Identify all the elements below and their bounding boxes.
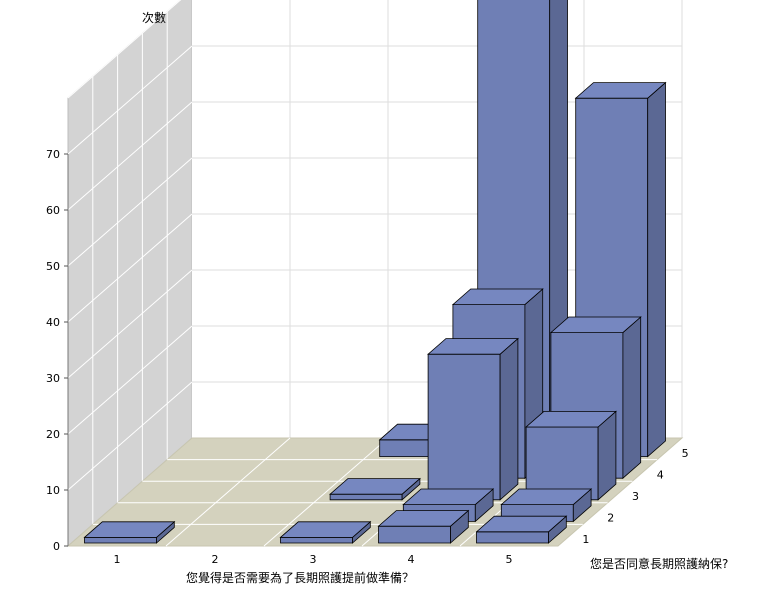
bar-front bbox=[84, 537, 157, 544]
y-axis-title: 次數 bbox=[142, 11, 166, 25]
wall-gridline bbox=[67, 269, 193, 379]
bars bbox=[83, 0, 667, 544]
y-tick-label: 50 bbox=[46, 260, 60, 273]
z-tick-label: 4 bbox=[657, 468, 664, 481]
bar-top bbox=[83, 521, 176, 538]
bar-top bbox=[475, 515, 568, 533]
y-tick-label: 60 bbox=[46, 204, 60, 217]
z-tick-label: 3 bbox=[632, 490, 639, 503]
x-tick-label: 5 bbox=[506, 553, 513, 566]
bar-side bbox=[499, 337, 519, 501]
y-tick-label: 10 bbox=[46, 484, 60, 497]
y-tick-label: 20 bbox=[46, 428, 60, 441]
wall-gridline bbox=[67, 45, 193, 155]
bar-top bbox=[451, 288, 544, 306]
bar-top bbox=[500, 488, 593, 506]
x-tick-label: 2 bbox=[212, 553, 219, 566]
bar-top bbox=[329, 478, 421, 495]
bar-top bbox=[279, 521, 372, 538]
bar bbox=[279, 520, 372, 544]
z-axis-ticks: 1 2 3 4 5 bbox=[582, 447, 688, 546]
x-axis-ticks: 1 2 3 4 5 bbox=[114, 553, 513, 566]
bar bbox=[427, 337, 519, 501]
y-tick-label: 70 bbox=[46, 148, 60, 161]
bar bbox=[475, 515, 568, 544]
bar-front bbox=[378, 525, 451, 544]
y-axis-ticks: 0 10 20 30 40 50 60 70 bbox=[46, 148, 69, 553]
bar-side bbox=[622, 316, 642, 480]
bar-top bbox=[525, 410, 617, 428]
wall-gridline bbox=[67, 101, 193, 211]
z-tick-label: 5 bbox=[682, 447, 689, 460]
z-axis-title: 您是否同意長期照護納保? bbox=[590, 556, 728, 571]
bar-front bbox=[280, 537, 353, 544]
bar-top bbox=[377, 510, 470, 527]
floor-gridline bbox=[263, 437, 389, 547]
bar bbox=[329, 477, 421, 501]
y-tick-label: 0 bbox=[53, 540, 60, 553]
wall-gridline bbox=[67, 325, 193, 435]
wall-gridline bbox=[67, 381, 193, 491]
z-tick-label: 1 bbox=[582, 533, 589, 546]
floor-gridline bbox=[165, 437, 291, 547]
bar bbox=[377, 509, 470, 544]
bar-front bbox=[427, 353, 501, 501]
x-tick-label: 4 bbox=[408, 553, 415, 566]
wall-gridline bbox=[67, 0, 182, 99]
x-tick-label: 3 bbox=[310, 553, 317, 566]
x-tick-label: 1 bbox=[114, 553, 121, 566]
bar-top bbox=[549, 316, 642, 334]
bar-front bbox=[476, 531, 549, 544]
bar-side bbox=[647, 81, 666, 458]
bar-front bbox=[329, 493, 403, 501]
bar-top bbox=[402, 488, 495, 506]
bar-top bbox=[427, 338, 519, 355]
y-tick-label: 30 bbox=[46, 372, 60, 385]
wall-gridline bbox=[67, 157, 193, 267]
bar bbox=[525, 410, 617, 501]
wall-gridline bbox=[67, 213, 193, 323]
y-tick-label: 40 bbox=[46, 316, 60, 329]
z-tick-label: 2 bbox=[607, 512, 614, 525]
x-axis-title: 您覺得是否需要為了長期照護提前做準備？ bbox=[186, 570, 414, 585]
bar bbox=[83, 520, 176, 544]
bar-top bbox=[574, 82, 667, 99]
